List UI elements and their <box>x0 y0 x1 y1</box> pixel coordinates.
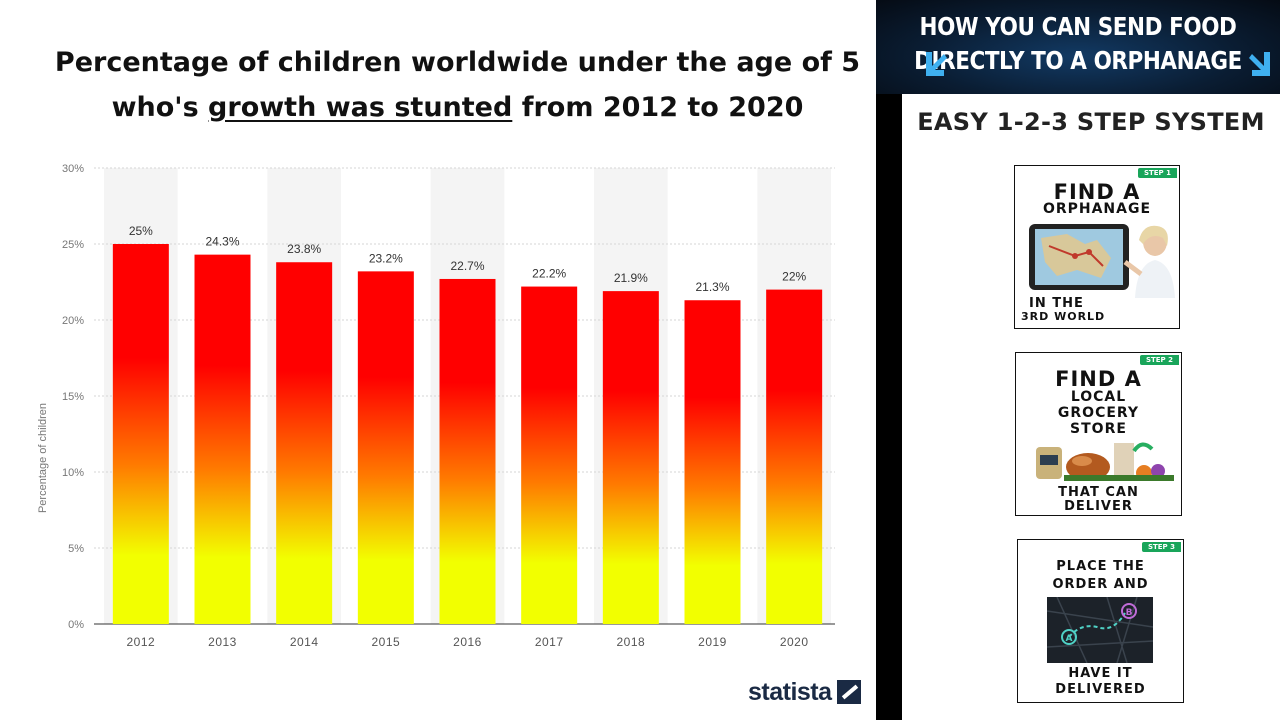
side-header: HOW YOU CAN SEND FOOD DIRECTLY TO A ORPH… <box>876 0 1280 94</box>
x-tick-label: 2012 <box>126 635 155 649</box>
y-axis-label: Percentage of children <box>37 403 49 513</box>
statista-logo: statista <box>748 677 861 707</box>
step-1-line-2: orphanage <box>1042 201 1152 217</box>
step-2-line-2: local <box>1070 389 1127 405</box>
y-tick-label: 20% <box>62 315 84 327</box>
bar-2016 <box>439 278 496 624</box>
data-label-2012: 25% <box>129 224 153 238</box>
step-2-line-3: grocery <box>1057 405 1140 421</box>
title-part: from 2012 to 2020 <box>512 92 804 123</box>
step-2-line-1: Find a <box>1055 367 1142 391</box>
step-2-line-6: deliver <box>1064 499 1133 514</box>
y-tick-label: 5% <box>68 543 84 555</box>
y-tick-label: 15% <box>62 391 84 403</box>
arrow-down-left-icon <box>926 52 947 76</box>
bar-2019 <box>684 300 741 624</box>
data-label-2013: 24.3% <box>205 235 239 249</box>
side-body: EASY 1-2-3 STEP SYSTEM STEP 1 Find a orp… <box>902 94 1280 720</box>
bar-2018 <box>602 291 659 624</box>
groceries-icon <box>1036 442 1174 481</box>
x-tick-label: 2020 <box>780 635 809 649</box>
statista-mark-icon <box>836 680 861 704</box>
bar-chart: 0% 5% 10% 15% 20% 25% 30% 25% 24.3% 23.8% 23.2% 22… <box>37 163 835 649</box>
x-tick-label: 2013 <box>208 635 237 649</box>
svg-text:B: B <box>1126 608 1133 618</box>
bar-2014 <box>276 262 333 624</box>
step-3-line-2: order and <box>1052 577 1149 592</box>
chart-title: Percentage of children worldwide under t… <box>20 40 895 130</box>
step-card-2: STEP 2 Find a local grocery store that c… <box>1015 352 1182 516</box>
header-line-1: HOW YOU CAN SEND FOOD <box>919 12 1237 41</box>
data-label-2014: 23.8% <box>287 242 321 256</box>
data-label-2016: 22.7% <box>450 259 484 273</box>
title-underlined-part: growth was stunted <box>208 92 513 123</box>
data-label-2017: 22.2% <box>532 267 566 281</box>
step-2-line-5: that can <box>1058 485 1139 500</box>
data-label-2019: 21.3% <box>695 280 729 294</box>
step-1-line-4: 3rd world <box>1021 310 1106 323</box>
title-part: Percentage of children worldwide under t… <box>54 47 861 78</box>
x-tick-label: 2015 <box>371 635 400 649</box>
step-3-line-4: delivered <box>1055 682 1146 697</box>
x-tick-label: 2016 <box>453 635 482 649</box>
data-label-2018: 21.9% <box>614 271 648 285</box>
step-3-line-3: have it <box>1068 666 1133 681</box>
step-2-tag: STEP 2 <box>1139 355 1179 365</box>
y-tick-label: 10% <box>62 467 84 479</box>
svg-text:A: A <box>1066 634 1073 644</box>
x-tick-label: 2017 <box>535 635 564 649</box>
bar-2013 <box>194 254 251 624</box>
y-tick-label: 0% <box>68 619 84 631</box>
step-1-tag: STEP 1 <box>1137 168 1177 178</box>
step-1-line-3: in the <box>1029 296 1084 311</box>
statista-logo-text: statista <box>748 677 832 706</box>
data-label-2020: 22% <box>782 270 806 284</box>
step-2-line-4: store <box>1070 421 1127 437</box>
side-panel: HOW YOU CAN SEND FOOD DIRECTLY TO A ORPH… <box>876 0 1280 720</box>
x-tick-label: 2018 <box>616 635 645 649</box>
tablet-map-woman-icon <box>1029 224 1175 298</box>
route-map-icon: A B <box>1047 597 1153 663</box>
x-tick-label: 2014 <box>290 635 319 649</box>
step-3-line-1: Place the <box>1056 559 1145 574</box>
data-label-2015: 23.2% <box>369 251 403 265</box>
x-tick-label: 2019 <box>698 635 727 649</box>
step-card-3: STEP 3 Place the order and A B have it d… <box>1017 539 1184 703</box>
title-part: who's <box>111 92 209 123</box>
step-3-tag: STEP 3 <box>1141 542 1181 552</box>
bar-2020 <box>766 289 823 624</box>
step-1-line-1: Find a <box>1053 180 1141 204</box>
y-tick-label: 25% <box>62 239 84 251</box>
step-card-1: STEP 1 Find a orphanage in the 3rd world <box>1014 165 1180 329</box>
header-line-2: DIRECTLY TO A ORPHANAGE <box>914 46 1242 75</box>
arrow-down-right-icon <box>1249 52 1270 76</box>
side-subtitle: EASY 1-2-3 STEP SYSTEM <box>917 108 1265 136</box>
y-tick-label: 30% <box>62 163 84 175</box>
bar-2012 <box>112 244 169 624</box>
bar-2015 <box>357 271 414 624</box>
bar-2017 <box>521 286 578 624</box>
